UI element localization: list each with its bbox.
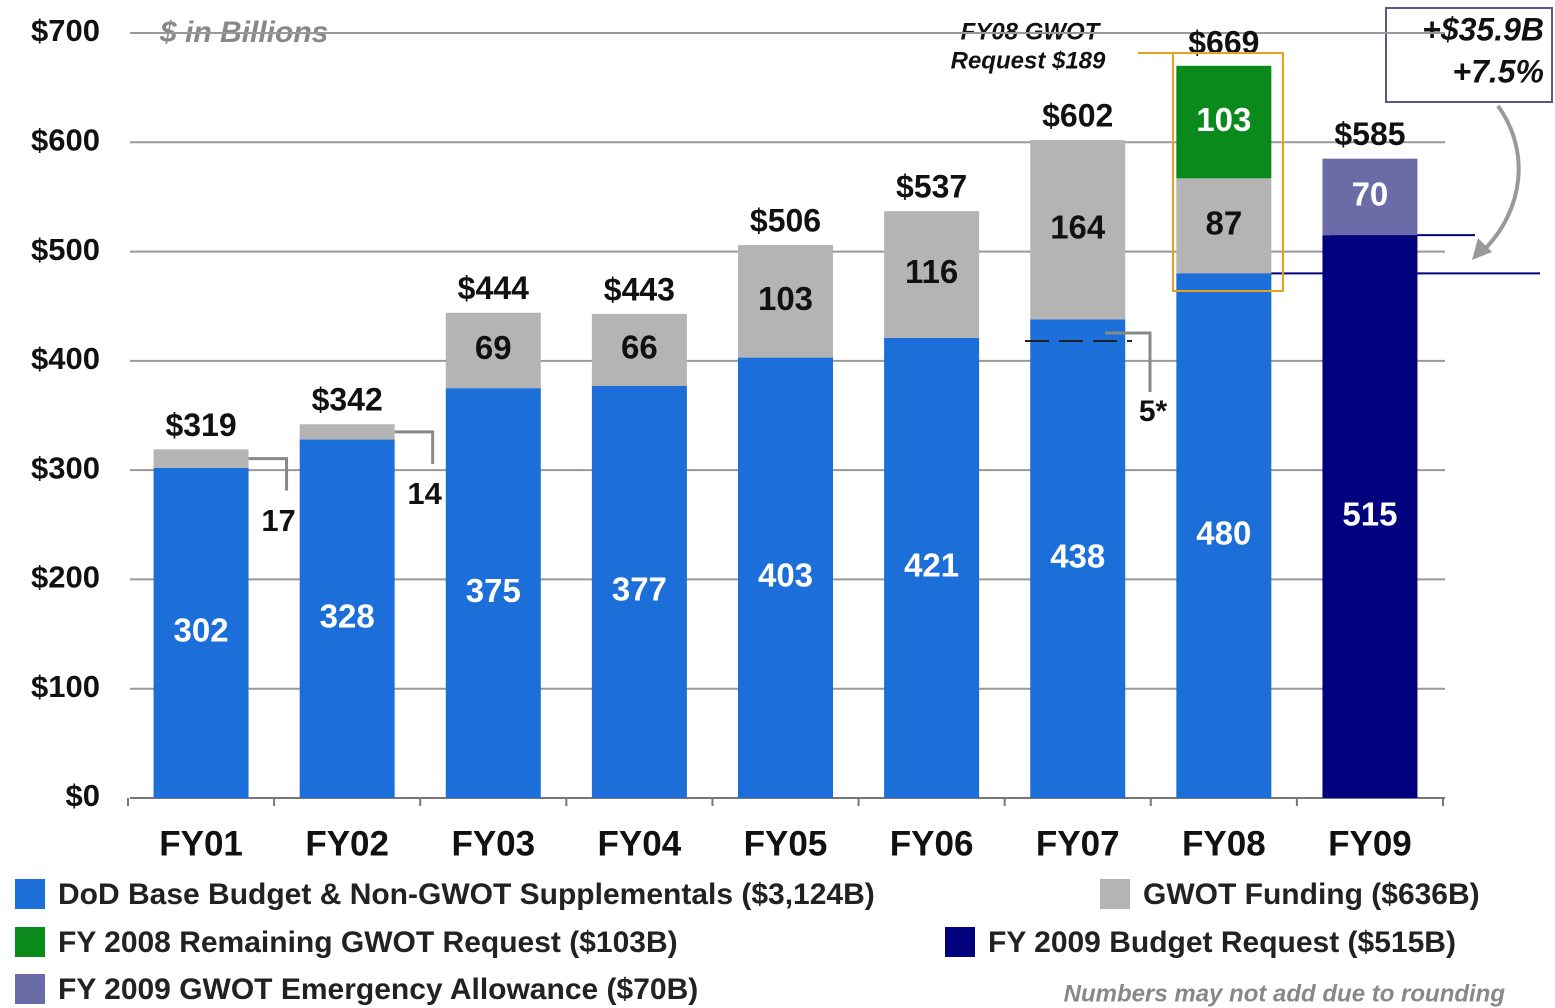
legend-label: FY 2009 Budget Request ($515B) <box>988 926 1456 959</box>
arrow-head <box>1472 238 1492 260</box>
x-tick-label: FY01 <box>159 824 243 863</box>
bar-segment <box>153 467 249 798</box>
data-label: 66 <box>621 329 658 366</box>
bar-segment <box>1322 158 1418 236</box>
total-label: $443 <box>604 271 675 307</box>
data-label: 302 <box>174 612 229 649</box>
bar-segment <box>884 211 980 338</box>
change-arrow <box>1480 104 1521 254</box>
bar-segment <box>299 424 395 440</box>
bar-segment <box>738 245 833 358</box>
footnote: Numbers may not add due to rounding <box>1064 980 1506 1007</box>
data-label: 87 <box>1205 205 1242 242</box>
legend-swatch <box>945 927 975 957</box>
legend-swatch <box>15 927 45 957</box>
bar-segment <box>1030 319 1126 798</box>
data-label: 421 <box>904 547 959 584</box>
x-tick-label: FY09 <box>1328 824 1412 863</box>
label-leader <box>248 457 289 491</box>
legend-swatch <box>15 974 45 1004</box>
highlight-box <box>1172 52 1284 292</box>
bar-segment <box>153 449 249 468</box>
data-label: 103 <box>1196 101 1251 138</box>
y-tick-label: $200 <box>31 560 100 595</box>
data-label: 69 <box>475 329 512 366</box>
data-label: 17 <box>261 503 295 538</box>
data-label: 375 <box>466 572 521 609</box>
annotation: +$35.9B <box>1422 11 1544 47</box>
data-label: 103 <box>758 280 813 317</box>
legend-label: DoD Base Budget & Non-GWOT Supplementals… <box>58 878 875 911</box>
total-label: $585 <box>1334 116 1405 152</box>
data-label: 14 <box>407 476 442 511</box>
total-label: $506 <box>750 202 821 238</box>
bar-segment <box>591 313 687 386</box>
total-label: $602 <box>1042 98 1113 134</box>
total-label: $319 <box>165 407 236 443</box>
bar-segment <box>591 385 687 798</box>
data-label: 480 <box>1196 514 1251 551</box>
annotation: FY08 GWOT <box>961 18 1102 45</box>
legend-label: FY 2008 Remaining GWOT Request ($103B) <box>58 926 678 959</box>
bar-segment <box>1176 273 1272 798</box>
total-label: $537 <box>896 169 967 205</box>
annotation: 5* <box>1139 395 1168 428</box>
y-tick-label: $500 <box>31 232 100 267</box>
data-label: 70 <box>1352 176 1389 213</box>
y-tick-label: $0 <box>66 778 100 813</box>
x-tick-label: FY05 <box>744 824 828 863</box>
bar-segment <box>299 439 395 798</box>
bar-segment <box>1322 235 1418 798</box>
data-label: 164 <box>1050 208 1106 245</box>
bar-segment <box>445 388 541 798</box>
x-tick-label: FY04 <box>598 824 682 863</box>
data-label: 438 <box>1050 537 1105 574</box>
bar-segment <box>1030 140 1126 320</box>
total-label: $342 <box>312 382 383 418</box>
x-tick-label: FY08 <box>1182 824 1266 863</box>
annotation: Request $189 <box>951 47 1106 74</box>
label-leader <box>394 430 435 464</box>
legend-label: FY 2009 GWOT Emergency Allowance ($70B) <box>58 973 698 1006</box>
y-tick-label: $100 <box>31 669 100 704</box>
x-tick-label: FY06 <box>890 824 974 863</box>
x-tick-label: FY07 <box>1036 824 1120 863</box>
y-tick-label: $700 <box>31 13 100 48</box>
data-label: 515 <box>1342 495 1397 532</box>
bar-segment <box>1176 65 1272 179</box>
annotation: +7.5% <box>1452 53 1544 89</box>
data-label: 403 <box>758 557 813 594</box>
y-tick-label: $400 <box>31 341 100 376</box>
data-label: 116 <box>905 253 958 290</box>
data-label: 328 <box>320 597 375 634</box>
legend-swatch <box>15 879 45 909</box>
bar-segment <box>445 312 541 389</box>
x-tick-label: FY03 <box>451 824 535 863</box>
note-leader <box>1105 331 1152 392</box>
bar-segment <box>884 337 980 798</box>
total-label: $669 <box>1188 24 1259 60</box>
x-tick-label: FY02 <box>305 824 389 863</box>
data-label: 377 <box>612 571 667 608</box>
y-tick-label: $300 <box>31 450 100 485</box>
total-label: $444 <box>458 270 529 306</box>
legend-label: GWOT Funding ($636B) <box>1143 878 1480 911</box>
change-box <box>1385 7 1553 103</box>
bar-segment <box>1176 178 1272 274</box>
y-tick-label: $600 <box>31 122 100 157</box>
bar-segment <box>738 357 833 798</box>
legend-swatch <box>1100 879 1130 909</box>
